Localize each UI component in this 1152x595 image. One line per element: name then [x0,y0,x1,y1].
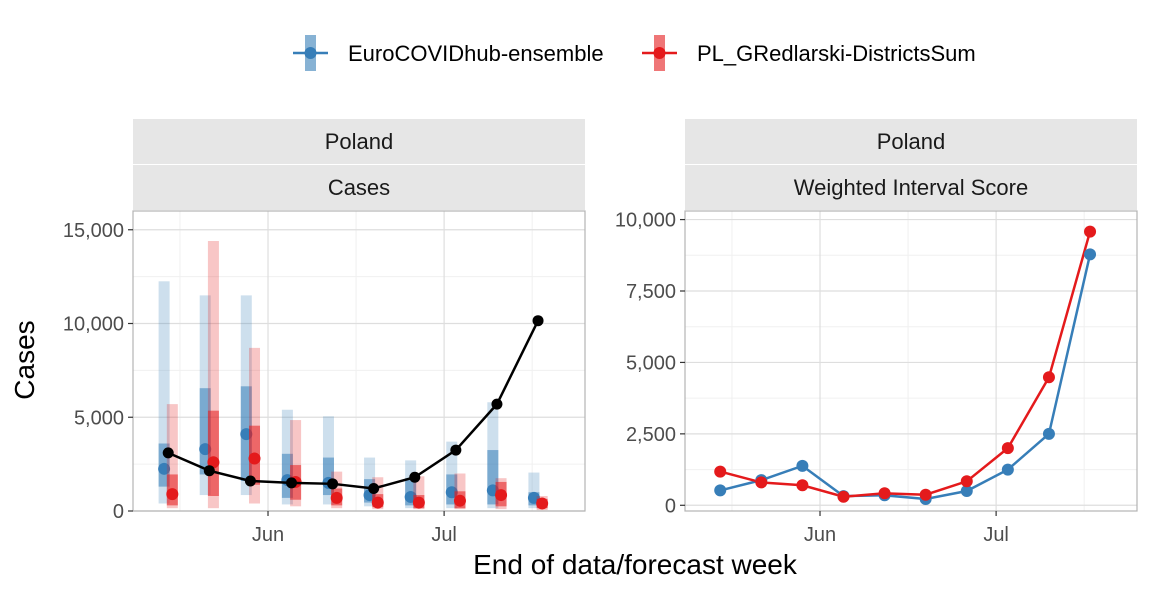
score-y-tick-label: 7,500 [626,281,676,303]
legend: EuroCOVIDhub-ensemble PL_GRedlarski-Dist… [293,35,976,71]
observed-point [244,475,256,487]
legend-key-redlarski [642,35,677,71]
redlarski-score-point [714,465,727,478]
observed-point [409,471,421,483]
score-plot-background [685,211,1137,511]
redlarski-score-point [1001,442,1014,455]
ensemble-outer-interval [158,281,170,504]
ensemble-median-point [158,462,171,475]
ensemble-score-point [1001,463,1014,476]
redlarski-score-point [837,490,850,503]
ensemble-score-point [960,485,973,497]
left-panel-strips: Poland Cases [133,119,585,210]
ensemble-score-point [1042,427,1055,440]
legend-label-redlarski: PL_GRedlarski-DistrictsSum [697,41,976,66]
redlarski-score-point [878,487,891,500]
redlarski-score-point [919,488,932,501]
ensemble-score-point [714,484,727,497]
cases-x-tick-label: Jul [431,524,457,546]
cases-y-tick-label: 10,000 [63,314,124,336]
redlarski-median-point [536,497,549,510]
legend-key-ensemble [293,35,328,71]
redlarski-median-point [166,488,179,501]
observed-point [285,477,297,489]
left-strip-location: Poland [325,129,394,154]
cases-panel-border [132,210,586,512]
ensemble-outer-interval [528,472,540,509]
ensemble-score-point [796,459,809,472]
redlarski-score-point [1084,225,1097,238]
observed-point [532,315,544,327]
left-strip-metric: Cases [328,175,390,200]
right-strip-metric: Weighted Interval Score [794,175,1028,200]
redlarski-score-point [755,476,768,489]
observed-point [203,465,215,477]
redlarski-median-point [207,456,220,469]
cases-y-tick-label: 0 [113,501,124,523]
cases-x-tick-label: Jun [252,524,284,546]
redlarski-outer-interval [290,420,302,507]
cases-y-tick-label: 5,000 [74,407,124,429]
x-axis-title: End of data/forecast week [473,549,798,580]
ensemble-inner-interval [487,450,499,505]
score-y-tick-label: 10,000 [615,210,676,232]
redlarski-median-point [371,496,384,509]
redlarski-score-point [960,475,973,488]
redlarski-outer-interval [372,477,384,510]
redlarski-score-line [719,231,1092,498]
cases-panel: 0 5,000 10,000 15,000 Jun Jul [63,210,586,546]
score-y-tick-label: 0 [665,495,676,517]
score-panel: 0 2,500 5,000 7,500 10,000 Jun Jul [615,210,1138,546]
right-panel-strips: Poland Weighted Interval Score [685,119,1137,210]
ensemble-score-point [1084,248,1097,261]
y-axis-title: Cases [9,320,40,399]
redlarski-outer-interval [413,476,425,510]
observed-point [327,478,339,490]
redlarski-inner-interval [207,410,219,496]
observed-point [162,447,174,459]
score-x-tick-label: Jul [983,524,1009,546]
redlarski-median-point [412,496,425,509]
redlarski-median-point [453,494,466,507]
score-y-tick-label: 2,500 [626,424,676,446]
observed-point [450,444,462,456]
score-panel-border [684,210,1138,512]
observed-point [491,398,503,410]
ensemble-inner-interval [322,457,334,496]
redlarski-score-point [796,479,809,492]
score-y-tick-label: 5,000 [626,352,676,374]
legend-label-ensemble: EuroCOVIDhub-ensemble [348,41,604,66]
ensemble-score-line [719,254,1092,501]
observed-point [368,483,380,494]
right-strip-location: Poland [877,129,946,154]
redlarski-median-point [330,491,343,504]
redlarski-score-point [1042,371,1055,384]
cases-y-tick-label: 15,000 [63,220,124,242]
ensemble-inner-interval [199,388,211,475]
redlarski-median-point [248,452,261,465]
observed-line [167,320,540,490]
score-x-tick-label: Jun [804,524,836,546]
redlarski-outer-interval [207,241,219,509]
redlarski-median-point [495,489,508,502]
